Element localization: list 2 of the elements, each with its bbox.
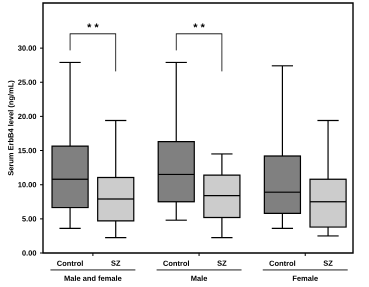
annotation: * * bbox=[193, 23, 205, 28]
annotation: * * bbox=[87, 23, 99, 28]
